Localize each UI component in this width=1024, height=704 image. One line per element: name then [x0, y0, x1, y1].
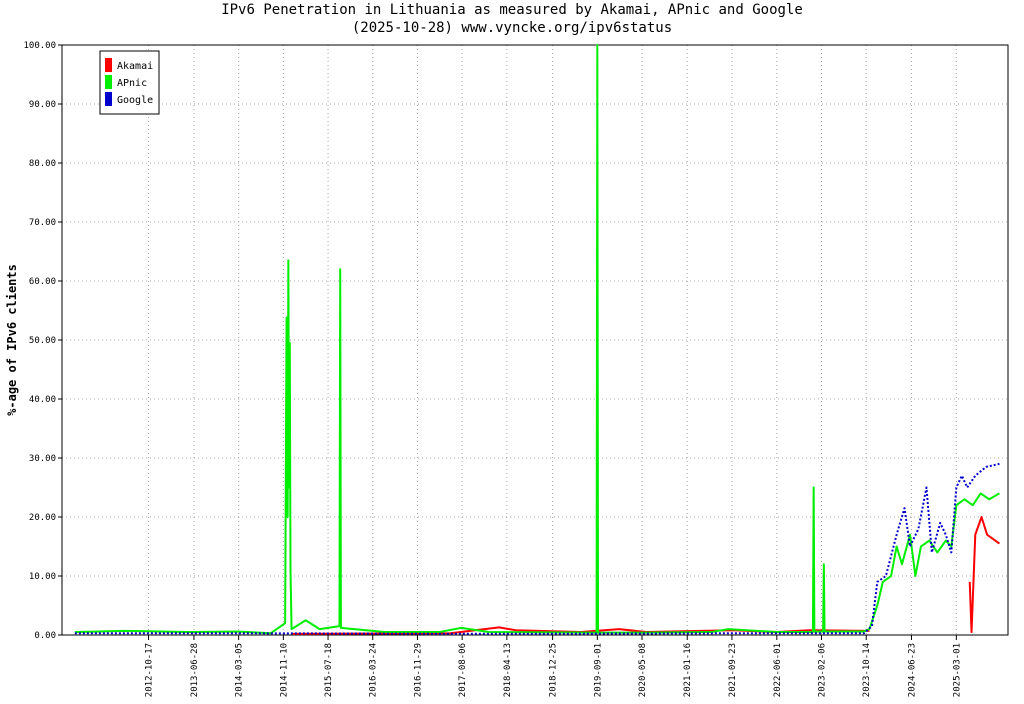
legend-swatch — [105, 75, 112, 89]
chart-subtitle: (2025-10-28) www.vyncke.org/ipv6status — [352, 20, 672, 36]
x-tick-label: 2018-12-25 — [549, 643, 559, 697]
x-tick-label: 2023-02-06 — [818, 643, 828, 697]
x-tick-label: 2025-03-01 — [952, 643, 962, 697]
y-tick-label: 80.00 — [29, 159, 56, 169]
x-tick-label: 2022-06-01 — [773, 643, 783, 697]
x-tick-label: 2017-08-06 — [458, 643, 468, 697]
y-tick-label: 90.00 — [29, 100, 56, 110]
x-tick-label: 2018-04-13 — [503, 643, 513, 697]
legend-label: APnic — [117, 78, 147, 89]
x-tick-label: 2014-11-10 — [279, 643, 289, 697]
y-tick-label: 30.00 — [29, 454, 56, 464]
y-tick-label: 20.00 — [29, 513, 56, 523]
x-tick-label: 2019-09-01 — [593, 643, 603, 697]
x-tick-label: 2023-10-14 — [862, 643, 872, 697]
x-tick-label: 2014-03-05 — [235, 643, 245, 697]
plot-frame — [61, 44, 1009, 636]
y-tick-label: 70.00 — [29, 218, 56, 228]
x-tick-label: 2024-06-23 — [907, 643, 917, 697]
legend-swatch — [105, 92, 112, 106]
x-tick-label: 2013-06-28 — [190, 643, 200, 697]
x-tick-label: 2021-09-23 — [728, 643, 738, 697]
y-tick-label: 100.00 — [23, 41, 56, 51]
legend-label: Google — [117, 95, 153, 106]
legend-swatch — [105, 58, 112, 72]
x-tick-label: 2021-01-16 — [683, 643, 693, 697]
x-tick-label: 2012-10-17 — [145, 643, 155, 697]
x-tick-label: 2016-03-24 — [369, 643, 379, 697]
chart-title: IPv6 Penetration in Lithuania as measure… — [221, 2, 803, 18]
legend-label: Akamai — [117, 61, 153, 72]
y-tick-label: 50.00 — [29, 336, 56, 346]
y-tick-label: 60.00 — [29, 277, 56, 287]
x-tick-label: 2016-11-29 — [413, 643, 423, 697]
series-line — [74, 44, 1000, 635]
y-tick-label: 40.00 — [29, 395, 56, 405]
y-axis-label: %-age of IPv6 clients — [5, 264, 19, 416]
x-tick-label: 2020-05-08 — [638, 643, 648, 697]
y-tick-label: 0.00 — [34, 631, 56, 641]
y-tick-label: 10.00 — [29, 572, 56, 582]
x-tick-label: 2015-07-18 — [324, 643, 334, 697]
